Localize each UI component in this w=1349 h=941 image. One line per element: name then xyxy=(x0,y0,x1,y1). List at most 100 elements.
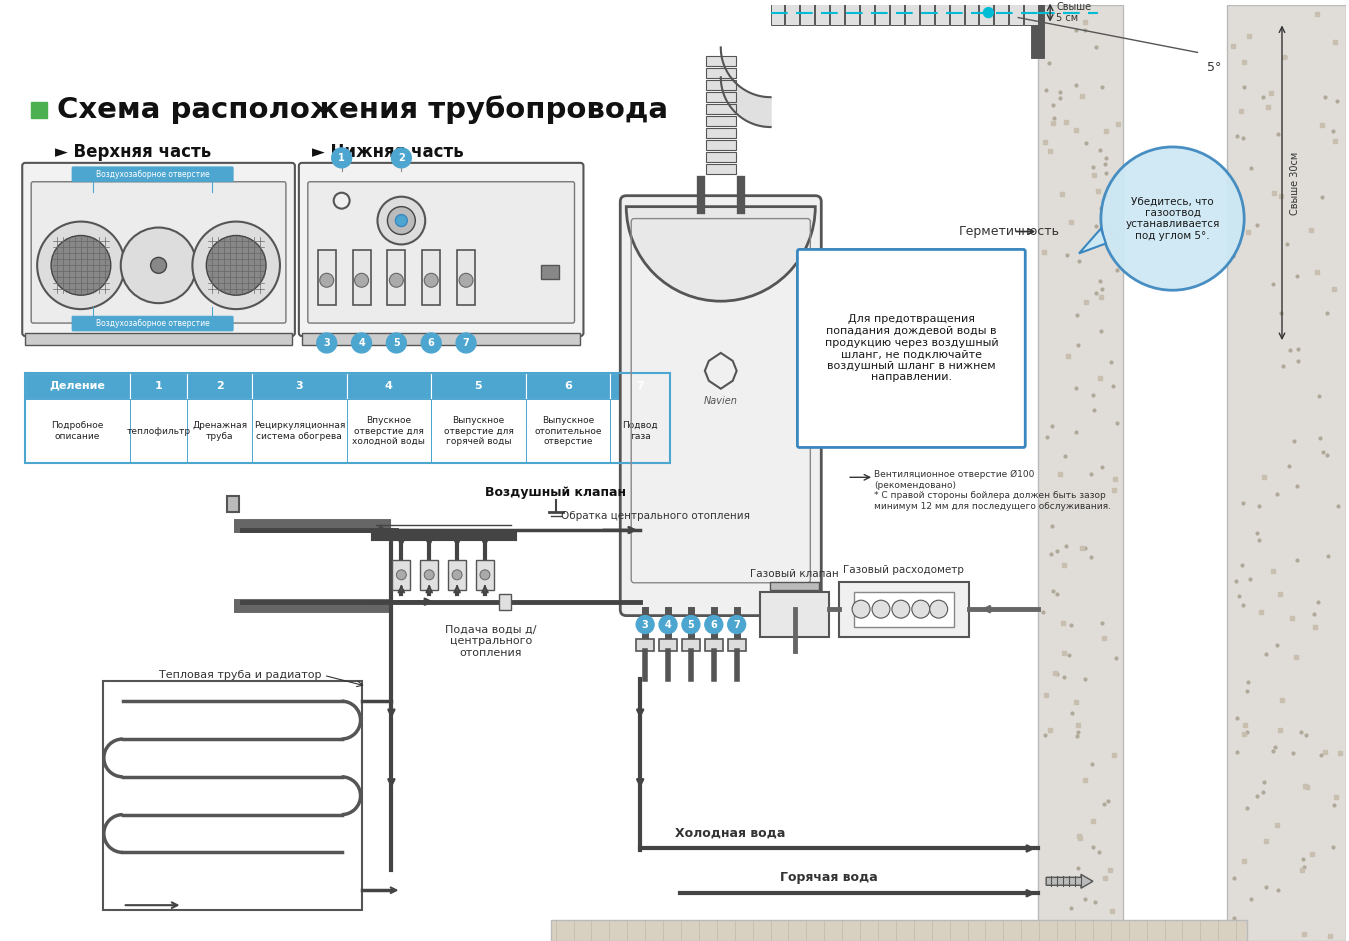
Bar xyxy=(706,80,735,90)
Point xyxy=(1090,142,1112,157)
Point xyxy=(1327,499,1349,514)
Point xyxy=(1035,83,1056,98)
Text: 7: 7 xyxy=(463,338,469,348)
Point xyxy=(1267,486,1288,502)
Point xyxy=(1304,619,1326,634)
Bar xyxy=(188,399,252,463)
Text: 6: 6 xyxy=(711,619,718,630)
Text: 7: 7 xyxy=(637,381,643,391)
Bar xyxy=(302,333,580,345)
Point xyxy=(1054,646,1075,661)
Circle shape xyxy=(424,570,434,580)
Point xyxy=(1047,543,1068,558)
Bar xyxy=(387,250,405,305)
Text: 5: 5 xyxy=(475,381,483,391)
Text: 3: 3 xyxy=(324,338,331,348)
Point xyxy=(1074,14,1095,29)
Point xyxy=(1292,852,1314,867)
Bar xyxy=(422,250,440,305)
Point xyxy=(1234,853,1256,869)
Point xyxy=(1090,274,1112,289)
Point xyxy=(1067,337,1089,352)
Point xyxy=(1271,693,1292,708)
Point xyxy=(1064,424,1086,439)
Point xyxy=(1276,236,1298,251)
Point xyxy=(1108,116,1129,131)
Point xyxy=(1263,564,1284,579)
Point xyxy=(1268,882,1290,897)
Point xyxy=(1222,870,1244,885)
Point xyxy=(1087,183,1109,199)
Bar xyxy=(979,1,993,24)
Text: Свыше 30см: Свыше 30см xyxy=(1290,152,1300,215)
Point xyxy=(1099,862,1121,877)
Point xyxy=(1083,402,1105,417)
Circle shape xyxy=(395,215,407,227)
Point xyxy=(1296,779,1318,794)
Point xyxy=(1225,573,1246,588)
Text: Свыше
5 см: Свыше 5 см xyxy=(1056,2,1091,24)
Point xyxy=(1283,434,1304,449)
Text: Выпускное
отверстие для
горячей воды: Выпускное отверстие для горячей воды xyxy=(444,416,514,446)
Point xyxy=(1041,583,1063,598)
Point xyxy=(1060,901,1082,916)
Point xyxy=(1086,40,1108,55)
Circle shape xyxy=(193,221,281,310)
Point xyxy=(1311,748,1333,763)
Point xyxy=(1055,449,1077,464)
Point xyxy=(1326,93,1348,108)
Point xyxy=(1083,159,1105,174)
Bar xyxy=(1039,5,1122,941)
Point xyxy=(1050,466,1071,481)
Bar xyxy=(252,373,347,399)
Bar xyxy=(706,164,735,174)
Circle shape xyxy=(660,615,677,633)
Point xyxy=(1099,355,1121,370)
Point xyxy=(1261,85,1283,100)
Circle shape xyxy=(912,600,929,618)
FancyBboxPatch shape xyxy=(299,163,584,336)
Bar xyxy=(1024,1,1039,24)
Point xyxy=(1323,281,1345,296)
Point xyxy=(1068,254,1090,269)
Circle shape xyxy=(853,600,870,618)
Point xyxy=(1237,683,1259,698)
Point xyxy=(1286,268,1307,283)
Point xyxy=(1264,740,1286,755)
Point xyxy=(1240,891,1261,906)
Point xyxy=(1252,89,1273,104)
Point xyxy=(1071,540,1093,555)
Point xyxy=(1103,748,1125,763)
Point xyxy=(1090,289,1112,304)
Point xyxy=(1248,498,1269,513)
Bar xyxy=(252,399,347,463)
Bar xyxy=(541,265,558,279)
Point xyxy=(1294,860,1315,875)
Point xyxy=(1322,839,1344,854)
FancyBboxPatch shape xyxy=(31,182,286,323)
Text: Воздухозаборное отверстие: Воздухозаборное отверстие xyxy=(96,169,209,179)
Point xyxy=(1269,723,1291,738)
Point xyxy=(1322,123,1344,138)
Bar xyxy=(130,399,188,463)
Point xyxy=(1323,134,1345,149)
Text: Дренажная
труба: Дренажная труба xyxy=(192,422,247,440)
Text: Воздухозаборное отверстие: Воздухозаборное отверстие xyxy=(96,319,209,328)
Point xyxy=(1246,526,1268,541)
Bar xyxy=(839,582,969,636)
Bar xyxy=(188,373,252,399)
Point xyxy=(1039,56,1060,71)
Point xyxy=(1041,97,1063,112)
Circle shape xyxy=(355,273,368,287)
Circle shape xyxy=(121,228,197,303)
Point xyxy=(1064,380,1086,395)
Bar xyxy=(770,1,785,24)
Bar xyxy=(526,373,610,399)
Text: 3: 3 xyxy=(295,381,304,391)
Bar xyxy=(1009,1,1024,24)
Bar xyxy=(457,250,475,305)
Point xyxy=(1257,100,1279,115)
Bar xyxy=(905,1,919,24)
Bar xyxy=(448,560,465,590)
Wedge shape xyxy=(626,207,815,301)
